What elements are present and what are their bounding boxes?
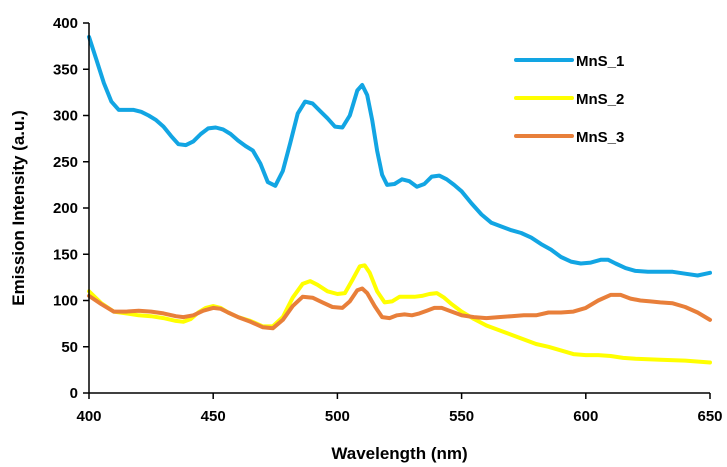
- y-tick-label: 250: [53, 154, 78, 171]
- series-line-mns-1: [87, 34, 712, 278]
- x-tick-label: 500: [325, 408, 350, 425]
- y-axis-ticks: 0 50 100 150 200 250 300 350 400: [53, 15, 89, 402]
- x-tick-label: 450: [201, 408, 226, 425]
- legend-label-mns-2: MnS_2: [576, 91, 624, 108]
- y-tick-label: 400: [53, 15, 78, 32]
- y-tick-label: 300: [53, 108, 78, 125]
- y-tick-label: 200: [53, 200, 78, 217]
- y-tick-label: 100: [53, 293, 78, 310]
- series-line-mns-3: [87, 286, 712, 331]
- x-axis-ticks: 400 450 500 550 600 650: [76, 393, 723, 425]
- y-tick-label: 50: [61, 339, 78, 356]
- plot-area: [87, 34, 712, 365]
- axes: [88, 23, 710, 394]
- legend-label-mns-1: MnS_1: [576, 53, 624, 70]
- y-tick-label: 150: [53, 246, 78, 263]
- x-tick-label: 400: [76, 408, 101, 425]
- legend-label-mns-3: MnS_3: [576, 129, 624, 146]
- x-tick-label: 600: [573, 408, 598, 425]
- y-tick-label: 350: [53, 61, 78, 78]
- x-tick-label: 650: [697, 408, 722, 425]
- x-tick-label: 550: [449, 408, 474, 425]
- x-axis-title: Wavelength (nm): [331, 444, 467, 463]
- legend: MnS_1 MnS_2 MnS_3: [514, 53, 624, 146]
- y-axis-title: Emission Intensity (a.u.): [9, 110, 28, 306]
- y-tick-label: 0: [70, 385, 78, 402]
